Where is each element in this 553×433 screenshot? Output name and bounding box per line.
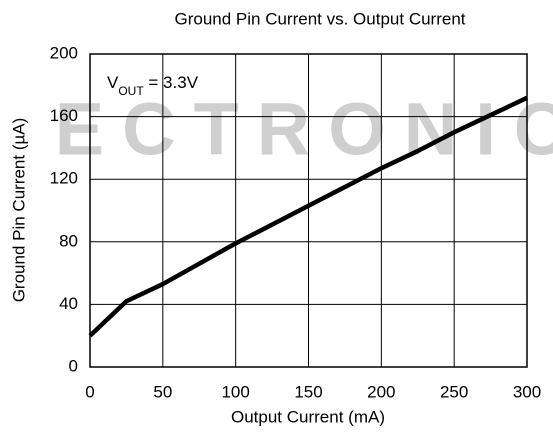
x-tick-label: 150 [294, 382, 322, 401]
watermark: ECTRONIC [55, 88, 553, 171]
annotation-part: = 3.3V [144, 73, 199, 92]
y-tick-label: 160 [50, 106, 78, 125]
chart-title: Ground Pin Current vs. Output Current [174, 9, 465, 28]
annotation-part: V [107, 73, 119, 92]
y-tick-label: 80 [59, 231, 78, 250]
x-tick-label: 250 [440, 382, 468, 401]
y-tick-label: 200 [50, 43, 78, 62]
annotation-sub: OUT [118, 84, 144, 98]
y-tick-label: 40 [59, 294, 78, 313]
x-axis-label: Output Current (mA) [231, 407, 385, 426]
y-tick-label: 120 [50, 169, 78, 188]
x-tick-label: 0 [85, 382, 94, 401]
plot-frame [89, 53, 528, 368]
y-axis-label: Ground Pin Current (µA) [9, 118, 28, 303]
annotation: VOUT = 3.3V [107, 73, 199, 98]
y-tick-label: 0 [69, 356, 78, 375]
x-tick-label: 100 [221, 382, 249, 401]
x-tick-label: 200 [367, 382, 395, 401]
x-tick-label: 50 [153, 382, 172, 401]
data-line [88, 95, 528, 338]
x-tick-label: 300 [513, 382, 541, 401]
